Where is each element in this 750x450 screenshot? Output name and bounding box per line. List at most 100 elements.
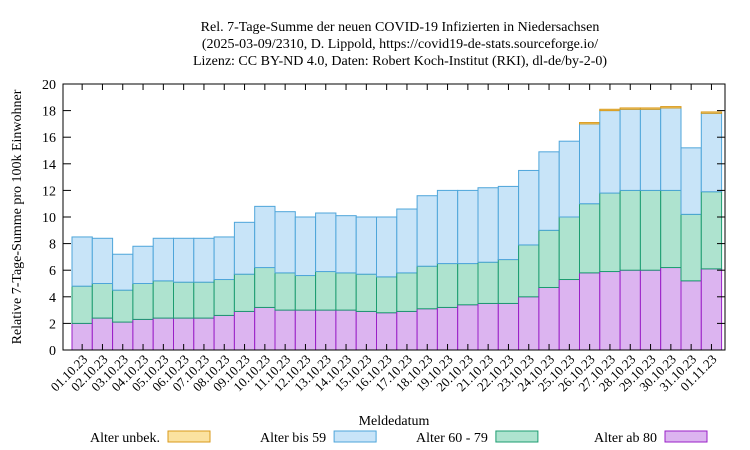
bar-alter-ab-80-21.10.23 (477, 302, 499, 351)
bar-alter-ab-80-23.10.23 (518, 296, 540, 351)
bar-alter-bis-59-13.10.23 (315, 212, 337, 273)
y-tick-label: 4 (49, 291, 56, 306)
y-tick-label: 0 (49, 344, 56, 359)
bar-alter-60-79-31.10.23 (680, 213, 702, 282)
bar-alter-ab-80-25.10.23 (558, 279, 581, 351)
bar-alter-bis-59-28.10.23 (619, 108, 641, 191)
bar-alter-bis-59-11.10.23 (274, 211, 296, 274)
bar-alter-60-79-01.11.23 (700, 191, 723, 270)
bar-alter-bis-59-29.10.23 (639, 108, 662, 191)
bar-alter-60-79-02.10.23 (91, 283, 114, 319)
bar-alter-60-79-20.10.23 (457, 263, 479, 306)
bars-layer (71, 106, 723, 351)
bar-alter-bis-59-02.10.23 (91, 237, 114, 284)
bar-alter-bis-59-17.10.23 (396, 208, 418, 274)
legend: Alter unbek. Alter bis 59 Alter 60 - 79 Alt… (90, 430, 708, 446)
bar-alter-bis-59-14.10.23 (335, 215, 357, 274)
bar-alter-60-79-13.10.23 (315, 271, 337, 311)
bar-alter-ab-80-28.10.23 (619, 269, 641, 351)
bar-alter-60-79-28.10.23 (619, 189, 641, 271)
bar-alter-unbek--01.11.23 (700, 111, 723, 114)
bar-alter-ab-80-10.10.23 (254, 306, 276, 351)
bar-alter-ab-80-18.10.23 (416, 308, 438, 351)
chart-title-line-2: (2025-03-09/2310, D. Lippold, https://co… (202, 37, 598, 52)
bar-alter-bis-59-25.10.23 (558, 140, 581, 218)
bar-alter-bis-59-18.10.23 (416, 195, 438, 267)
bar-alter-bis-59-06.10.23 (173, 237, 195, 283)
bar-alter-bis-59-31.10.23 (680, 147, 702, 215)
bar-alter-60-79-04.10.23 (132, 283, 154, 320)
bar-alter-bis-59-07.10.23 (193, 237, 215, 283)
bar-alter-60-79-21.10.23 (477, 261, 499, 304)
bar-alter-60-79-01.10.23 (71, 285, 93, 324)
y-tick-label: 6 (49, 264, 56, 279)
bar-alter-ab-80-19.10.23 (436, 306, 459, 351)
plot-frame (62, 83, 726, 351)
bar-alter-ab-80-30.10.23 (660, 267, 682, 351)
y-tick-label: 14 (42, 158, 56, 173)
bar-alter-60-79-22.10.23 (497, 259, 520, 304)
bar-alter-bis-59-23.10.23 (518, 169, 540, 246)
bar-alter-unbek--30.10.23 (660, 106, 682, 109)
bar-alter-bis-59-10.10.23 (254, 205, 276, 269)
bar-alter-unbek--28.10.23 (619, 107, 641, 110)
bar-alter-60-79-27.10.23 (599, 192, 621, 273)
bar-alter-bis-59-04.10.23 (132, 245, 154, 284)
y-tick-label: 18 (42, 105, 56, 120)
y-tick-label: 8 (49, 238, 56, 253)
bar-alter-60-79-09.10.23 (233, 273, 256, 312)
bar-alter-ab-80-20.10.23 (457, 304, 479, 351)
bar-alter-bis-59-05.10.23 (152, 237, 174, 282)
y-axis: 0 2 4 6 8 10 12 14 16 18 20 (42, 78, 725, 359)
chart-title-line-1: Rel. 7-Tage-Summe der neuen COVID-19 Inf… (201, 20, 600, 35)
y-tick-label: 20 (42, 78, 56, 93)
bar-alter-bis-59-22.10.23 (497, 185, 520, 261)
bar-alter-ab-80-01.11.23 (700, 268, 723, 351)
bar-alter-60-79-17.10.23 (396, 272, 418, 312)
bar-alter-60-79-16.10.23 (376, 276, 398, 314)
bar-alter-bis-59-24.10.23 (538, 151, 560, 231)
bar-alter-ab-80-26.10.23 (579, 272, 601, 351)
bar-alter-60-79-26.10.23 (579, 203, 601, 274)
bar-alter-ab-80-31.10.23 (680, 280, 702, 351)
bar-alter-ab-80-24.10.23 (538, 286, 560, 351)
bar-alter-60-79-07.10.23 (193, 281, 215, 319)
bar-alter-bis-59-12.10.23 (294, 216, 317, 277)
legend-swatch-alter-60-79 (495, 430, 539, 443)
bar-alter-60-79-18.10.23 (416, 265, 438, 310)
bar-alter-bis-59-16.10.23 (376, 216, 398, 278)
bar-alter-bis-59-30.10.23 (660, 107, 682, 191)
bar-alter-ab-80-27.10.23 (599, 271, 621, 351)
bar-alter-bis-59-01.10.23 (71, 236, 93, 287)
bar-alter-bis-59-27.10.23 (599, 110, 621, 194)
y-axis-label: Relative 7-Tage-Summe pro 100k Einwohner (10, 89, 25, 344)
y-tick-label: 10 (42, 211, 56, 226)
legend-label: Alter 60 - 79 (416, 431, 488, 446)
bar-alter-60-79-15.10.23 (355, 273, 378, 312)
bar-alter-60-79-10.10.23 (254, 267, 276, 308)
bar-alter-60-79-05.10.23 (152, 280, 174, 319)
bar-alter-60-79-23.10.23 (518, 244, 540, 298)
bar-alter-60-79-19.10.23 (436, 263, 459, 308)
chart-title: Rel. 7-Tage-Summe der neuen COVID-19 Inf… (193, 20, 607, 69)
bar-alter-60-79-12.10.23 (294, 275, 317, 311)
bar-alter-unbek--26.10.23 (579, 122, 601, 125)
bar-alter-bis-59-08.10.23 (213, 236, 235, 281)
legend-label: Alter unbek. (90, 431, 160, 446)
bar-alter-ab-80-22.10.23 (497, 302, 520, 351)
bar-alter-60-79-30.10.23 (660, 189, 682, 269)
bar-alter-60-79-14.10.23 (335, 272, 357, 311)
y-tick-label: 2 (49, 317, 56, 332)
bar-alter-60-79-06.10.23 (173, 281, 195, 319)
bar-alter-60-79-29.10.23 (639, 189, 662, 271)
bar-alter-60-79-03.10.23 (112, 289, 134, 323)
legend-label: Alter ab 80 (594, 431, 657, 446)
bar-alter-unbek--29.10.23 (639, 107, 662, 110)
legend-label: Alter bis 59 (260, 431, 326, 446)
legend-swatch-alter-unbek- (167, 430, 211, 443)
bar-alter-bis-59-20.10.23 (457, 189, 479, 265)
bar-alter-bis-59-15.10.23 (355, 216, 378, 275)
bar-alter-bis-59-09.10.23 (233, 221, 256, 275)
bar-alter-bis-59-03.10.23 (112, 253, 134, 291)
